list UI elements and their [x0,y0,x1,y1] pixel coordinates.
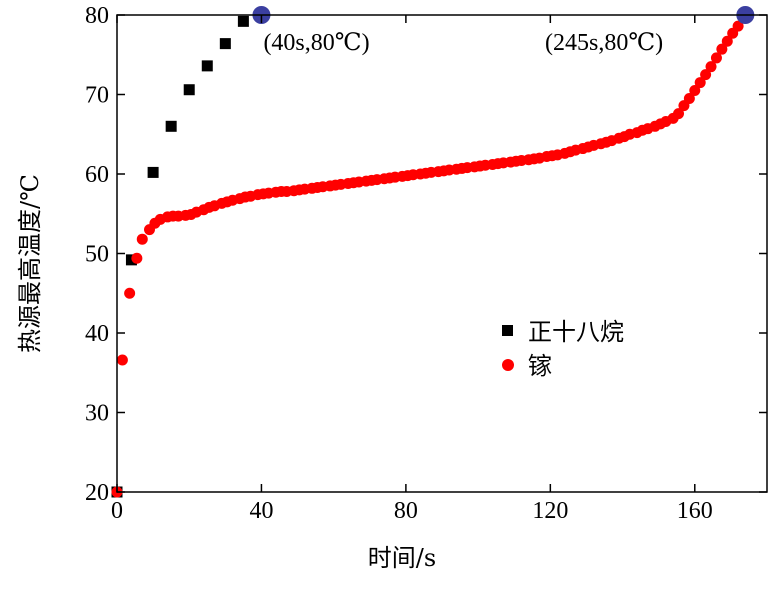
y-axis-title: 热源最高温度/℃ [16,174,44,353]
annotation-40s: (40s,80℃) [263,30,369,56]
x-tick-label: 120 [532,498,568,524]
point-n-octadecane [219,38,231,50]
legend-marker-square [502,325,513,336]
legend: 正十八烷 镓 [502,318,624,380]
point-n-octadecane [125,254,137,266]
point-gallium [683,92,695,104]
legend-label-n-octadecane: 正十八烷 [528,318,624,346]
legend-marker-circle [502,359,514,371]
y-tick-label: 80 [85,3,109,29]
point-gallium [700,69,712,81]
point-n-octadecane [183,84,195,96]
point-gallium [694,77,706,89]
plot-frame [116,14,768,493]
point-gallium [673,108,685,120]
x-tick-label: 80 [394,498,418,524]
point-gallium [136,233,148,245]
point-gallium [131,252,143,264]
y-tick-label: 60 [85,162,109,188]
legend-label-gallium: 镓 [528,352,552,380]
y-tick-label: 40 [85,321,109,347]
point-gallium [689,85,701,97]
plot-marks [111,6,755,498]
point-gallium [705,61,717,73]
point-gallium [732,20,744,32]
axis-ticks: 0 40 80 120 160 20 30 40 50 60 70 80 [85,3,767,524]
y-tick-label: 50 [85,242,109,268]
point-n-octadecane [165,120,177,132]
y-tick-label: 30 [85,401,109,427]
x-tick-label: 0 [111,498,123,524]
point-n-octadecane [147,166,159,178]
annotation-245s: (245s,80℃) [545,30,663,56]
point-gallium [124,287,136,299]
x-tick-label: 160 [677,498,713,524]
x-tick-label: 40 [249,498,273,524]
point-gallium [116,354,128,366]
point-gallium [710,52,722,64]
point-gallium [716,43,728,55]
point-n-octadecane [201,60,213,72]
point-gallium [721,35,733,47]
y-tick-label: 20 [85,480,109,506]
y-tick-label: 70 [85,83,109,109]
point-n-octadecane [237,15,249,27]
x-axis-title: 时间/s [368,544,436,572]
